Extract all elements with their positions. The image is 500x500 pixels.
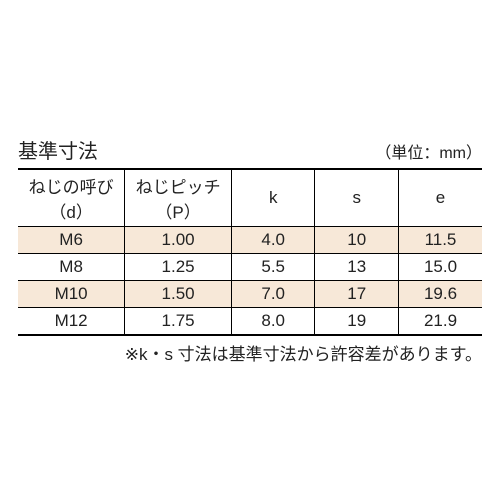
header-tr: ねじの呼び（d） ねじピッチ（P） k s e xyxy=(18,169,482,227)
table-row: M6 1.00 4.0 10 11.5 xyxy=(18,227,482,254)
cell-d: M6 xyxy=(18,227,125,254)
cell-s: 17 xyxy=(315,281,399,308)
cell-s: 13 xyxy=(315,254,399,281)
cell-k: 4.0 xyxy=(231,227,315,254)
table-row: M8 1.25 5.5 13 15.0 xyxy=(18,254,482,281)
cell-e: 19.6 xyxy=(398,281,482,308)
spec-table: ねじの呼び（d） ねじピッチ（P） k s e M6 1.00 4.0 10 1… xyxy=(18,168,482,336)
footnote: ※k・s 寸法は基準寸法から許容差があります。 xyxy=(18,340,482,365)
unit-label: （単位：mm） xyxy=(375,139,482,163)
cell-d: M12 xyxy=(18,308,125,336)
cell-k: 7.0 xyxy=(231,281,315,308)
cell-e: 11.5 xyxy=(398,227,482,254)
table-container: 基準寸法 （単位：mm） ねじの呼び（d） ねじピッチ（P） k s e M6 … xyxy=(0,135,500,365)
cell-k: 8.0 xyxy=(231,308,315,336)
cell-e: 21.9 xyxy=(398,308,482,336)
header-row: 基準寸法 （単位：mm） xyxy=(18,135,482,164)
cell-k: 5.5 xyxy=(231,254,315,281)
cell-p: 1.00 xyxy=(125,227,232,254)
table-body: M6 1.00 4.0 10 11.5 M8 1.25 5.5 13 15.0 … xyxy=(18,227,482,336)
table-head: ねじの呼び（d） ねじピッチ（P） k s e xyxy=(18,169,482,227)
cell-p: 1.75 xyxy=(125,308,232,336)
col-header-d: ねじの呼び（d） xyxy=(18,169,125,227)
col-header-k: k xyxy=(231,169,315,227)
cell-s: 19 xyxy=(315,308,399,336)
col-header-p: ねじピッチ（P） xyxy=(125,169,232,227)
col-header-e: e xyxy=(398,169,482,227)
table-row: M12 1.75 8.0 19 21.9 xyxy=(18,308,482,336)
cell-s: 10 xyxy=(315,227,399,254)
table-row: M10 1.50 7.0 17 19.6 xyxy=(18,281,482,308)
col-header-s: s xyxy=(315,169,399,227)
cell-d: M8 xyxy=(18,254,125,281)
cell-p: 1.25 xyxy=(125,254,232,281)
table-title: 基準寸法 xyxy=(18,135,98,164)
cell-d: M10 xyxy=(18,281,125,308)
cell-p: 1.50 xyxy=(125,281,232,308)
cell-e: 15.0 xyxy=(398,254,482,281)
